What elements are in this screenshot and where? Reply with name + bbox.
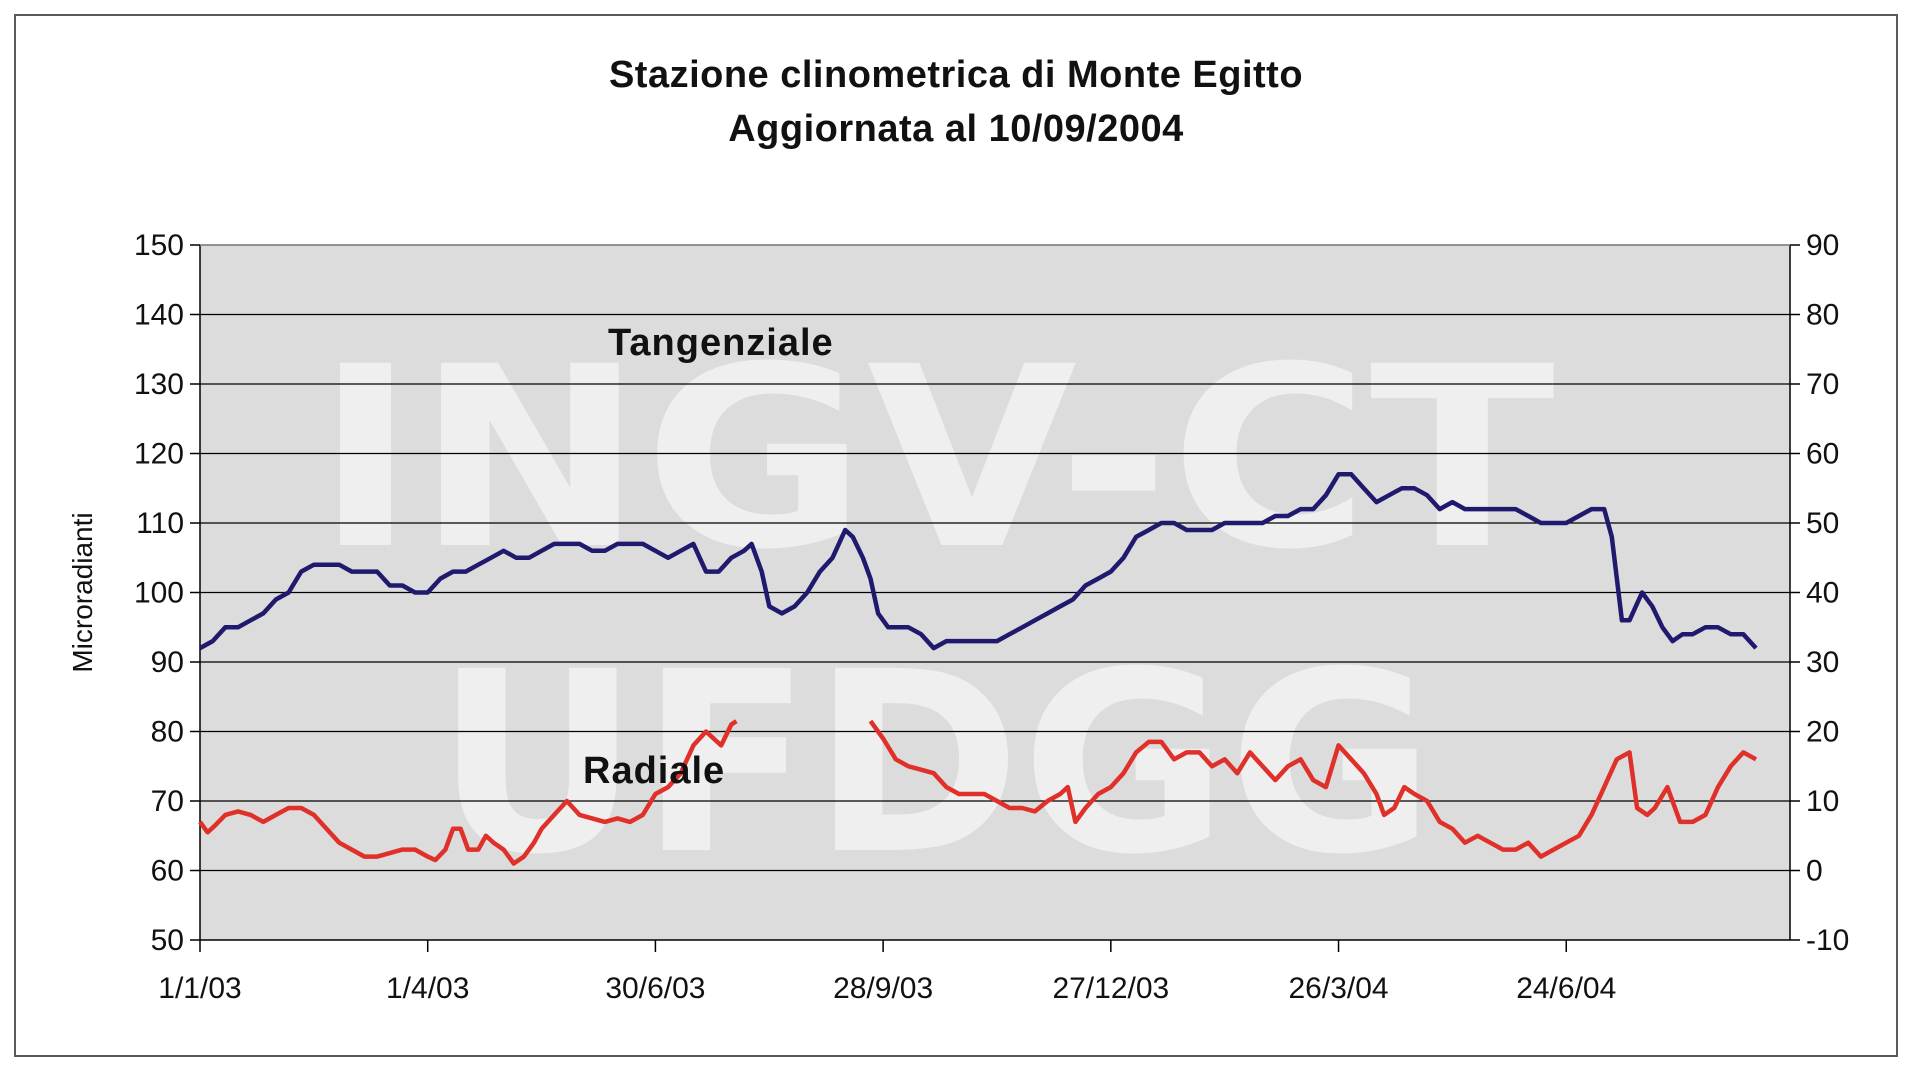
series-labels: Tangenziale Radiale bbox=[583, 322, 834, 792]
chart-subtitle: Aggiornata al 10/09/2004 bbox=[728, 108, 1184, 150]
y-tick-label: 50 bbox=[151, 924, 184, 957]
y-tick-label: 110 bbox=[136, 507, 184, 540]
y2-tick-label: 70 bbox=[1806, 368, 1839, 401]
watermark-line-1: INGV-CT bbox=[315, 313, 1555, 604]
series-lines bbox=[198, 472, 1758, 866]
y2-tick-label: 40 bbox=[1806, 577, 1839, 610]
y-tick-label: 80 bbox=[151, 716, 184, 749]
tangenziale-label: Tangenziale bbox=[608, 322, 834, 364]
x-tick-label: 24/6/04 bbox=[1516, 972, 1616, 1005]
series-line-radiale bbox=[198, 719, 738, 866]
y-tick-label: 90 bbox=[151, 646, 184, 679]
y-tick-label: 130 bbox=[134, 368, 184, 401]
y-tick-label: 150 bbox=[134, 229, 184, 262]
series-line-tangenziale bbox=[198, 472, 1758, 651]
y-tick-label: 70 bbox=[151, 785, 184, 818]
y-tick-label: 120 bbox=[134, 438, 184, 471]
y-tick-label: 100 bbox=[134, 577, 184, 610]
x-tick-label: 28/9/03 bbox=[833, 972, 933, 1005]
y2-tick-label: 50 bbox=[1806, 507, 1839, 540]
y2-tick-label: 30 bbox=[1806, 646, 1839, 679]
chart-title: Stazione clinometrica di Monte Egitto bbox=[608, 54, 1304, 96]
axes: 50 60 70 80 90 100 110 120 130 140 150 -10 0 10 20 30 40… bbox=[134, 229, 1849, 1005]
y2-tick-label: 80 bbox=[1806, 299, 1839, 332]
series-line-radiale bbox=[868, 719, 1758, 859]
radiale-label: Radiale bbox=[583, 750, 725, 792]
watermark-line-2: UFDGG bbox=[435, 618, 1435, 909]
x-tick-label: 1/1/03 bbox=[158, 972, 241, 1005]
y-tick-label: 140 bbox=[134, 299, 184, 332]
y-tick-label: 60 bbox=[151, 855, 184, 888]
y2-tick-label: 90 bbox=[1806, 229, 1839, 262]
x-tick-label: 30/6/03 bbox=[605, 972, 705, 1005]
y-axis-title: Microradianti bbox=[67, 512, 98, 672]
y2-tick-label: 20 bbox=[1806, 716, 1839, 749]
y2-tick-label: -10 bbox=[1806, 924, 1849, 957]
y2-tick-label: 60 bbox=[1806, 438, 1839, 471]
chart-title-block: Stazione clinometrica di Monte Egitto Ag… bbox=[0, 48, 1912, 156]
x-tick-label: 26/3/04 bbox=[1288, 972, 1388, 1005]
x-tick-label: 27/12/03 bbox=[1052, 972, 1169, 1005]
x-tick-label: 1/4/03 bbox=[386, 972, 469, 1005]
y2-tick-label: 0 bbox=[1806, 855, 1823, 888]
y2-tick-label: 10 bbox=[1806, 785, 1839, 818]
